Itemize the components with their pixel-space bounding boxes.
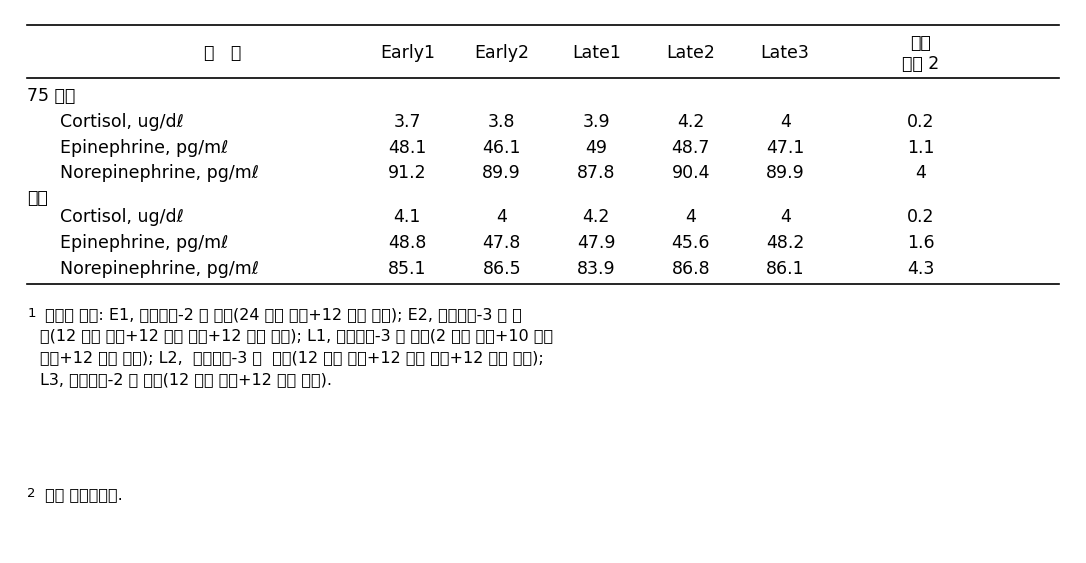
Text: 87.8: 87.8	[577, 164, 616, 182]
Text: 45.6: 45.6	[671, 234, 710, 252]
Text: 48.8: 48.8	[388, 234, 427, 252]
Text: 0.2: 0.2	[907, 208, 935, 226]
Text: 분만: 분만	[27, 189, 48, 207]
Text: 1.6: 1.6	[907, 234, 935, 252]
Text: 48.7: 48.7	[671, 138, 710, 157]
Text: Epinephrine, pg/mℓ: Epinephrine, pg/mℓ	[49, 234, 228, 252]
Text: 4.1: 4.1	[393, 208, 421, 226]
Text: 48.1: 48.1	[388, 138, 427, 157]
Text: Cortisol, ug/dℓ: Cortisol, ug/dℓ	[49, 208, 184, 226]
Text: 86.8: 86.8	[671, 260, 710, 278]
Text: Norepinephrine, pg/mℓ: Norepinephrine, pg/mℓ	[49, 164, 258, 182]
Text: Late3: Late3	[760, 44, 810, 62]
Text: Early1: Early1	[380, 44, 434, 62]
Text: 90.4: 90.4	[671, 164, 710, 182]
Text: 4: 4	[496, 208, 507, 226]
Text: 85.1: 85.1	[388, 260, 427, 278]
Text: 83.9: 83.9	[577, 260, 616, 278]
Text: 48.2: 48.2	[766, 234, 805, 252]
Text: 89.9: 89.9	[766, 164, 805, 182]
Text: 46.1: 46.1	[482, 138, 521, 157]
Text: 3.9: 3.9	[582, 113, 610, 131]
Text: 47.8: 47.8	[482, 234, 521, 252]
Text: 평균 표준오시차.: 평균 표준오시차.	[40, 487, 123, 502]
Text: 3.8: 3.8	[488, 113, 516, 131]
Text: 47.1: 47.1	[766, 138, 805, 157]
Text: Epinephrine, pg/mℓ: Epinephrine, pg/mℓ	[49, 138, 228, 157]
Text: 처리구 정보: E1, 조기발정-2 회 종부(24 시간 이후+12 시간 이후); E2, 조기발정-3 회 종
부(12 시간 이후+12 시간 이후+1: 처리구 정보: E1, 조기발정-2 회 종부(24 시간 이후+12 시간 이…	[40, 307, 553, 387]
Text: 86.1: 86.1	[766, 260, 805, 278]
Text: 47.9: 47.9	[577, 234, 616, 252]
Text: 4: 4	[780, 208, 791, 226]
Text: 4.3: 4.3	[907, 260, 935, 278]
Text: 2: 2	[27, 487, 36, 500]
Text: 3.7: 3.7	[393, 113, 421, 131]
Text: 4.2: 4.2	[677, 113, 705, 131]
Text: 표준
오시 2: 표준 오시 2	[902, 34, 939, 73]
Text: 4.2: 4.2	[582, 208, 610, 226]
Text: 86.5: 86.5	[482, 260, 521, 278]
Text: 75 일령: 75 일령	[27, 87, 75, 105]
Text: Early2: Early2	[475, 44, 529, 62]
Text: 구   분: 구 분	[204, 44, 241, 62]
Text: Late1: Late1	[571, 44, 621, 62]
Text: 4: 4	[915, 164, 926, 182]
Text: 4: 4	[780, 113, 791, 131]
Text: 89.9: 89.9	[482, 164, 521, 182]
Text: 1: 1	[27, 307, 36, 320]
Text: 0.2: 0.2	[907, 113, 935, 131]
Text: Late2: Late2	[666, 44, 716, 62]
Text: Norepinephrine, pg/mℓ: Norepinephrine, pg/mℓ	[49, 260, 258, 278]
Text: 4: 4	[685, 208, 696, 226]
Text: Cortisol, ug/dℓ: Cortisol, ug/dℓ	[49, 113, 184, 131]
Text: 91.2: 91.2	[388, 164, 427, 182]
Text: 49: 49	[585, 138, 607, 157]
Text: 1.1: 1.1	[907, 138, 935, 157]
